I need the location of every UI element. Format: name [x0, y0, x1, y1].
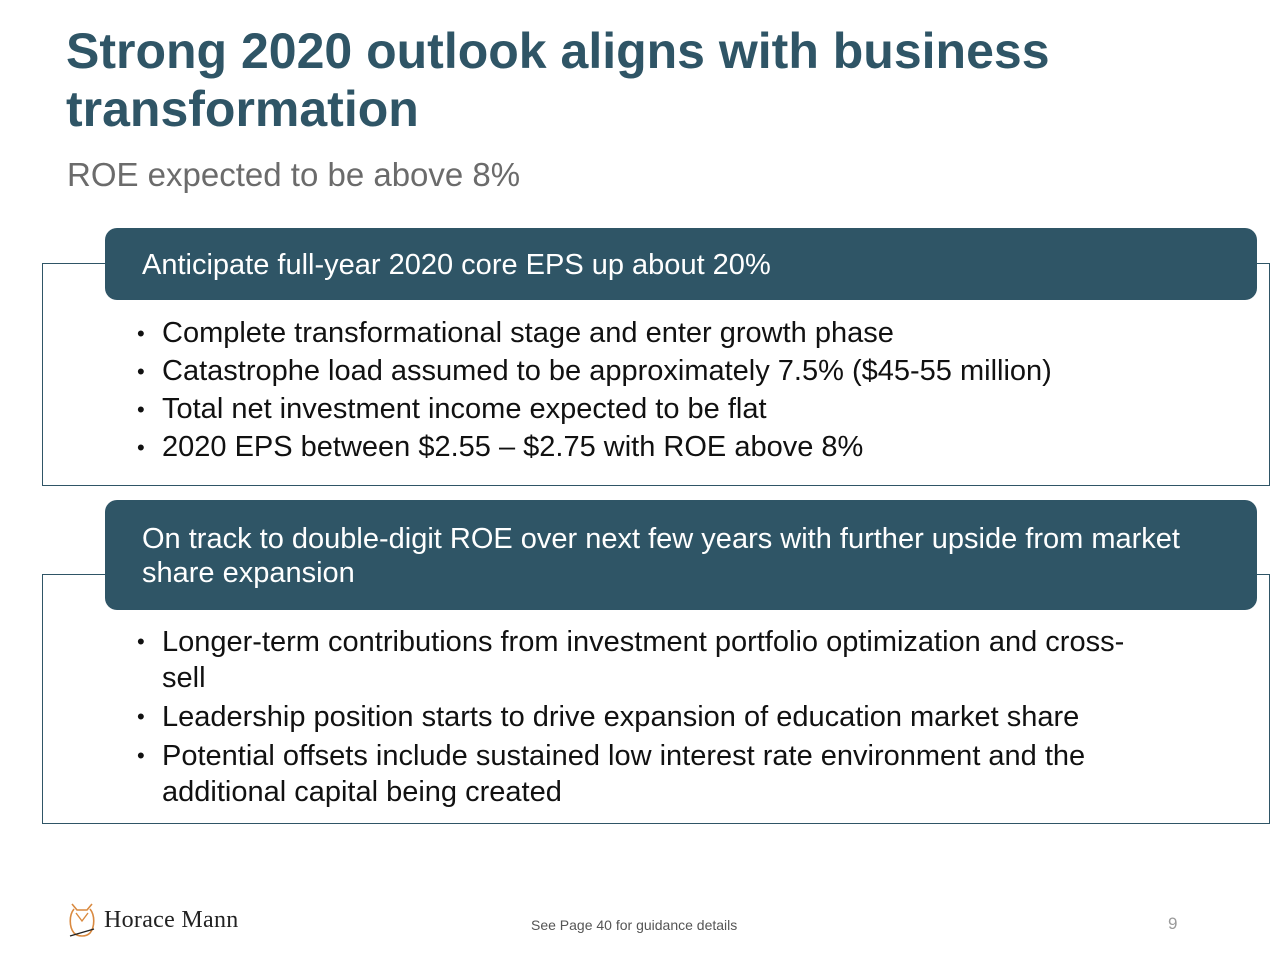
bullet-item: • Total net investment income expected to…	[137, 393, 767, 425]
logo-wordmark: Horace Mann	[104, 906, 239, 933]
section-1-bullet-list: • Complete transformational stage and ent…	[137, 316, 1217, 468]
owl-icon	[69, 903, 95, 937]
bullet-item: • Leadership position starts to drive exp…	[137, 701, 1080, 733]
section-2-heading: On track to double-digit ROE over next f…	[105, 500, 1257, 610]
bullet-icon: •	[137, 629, 145, 654]
bullet-item: • Complete transformational stage and ent…	[137, 317, 894, 349]
bullet-icon: •	[137, 359, 145, 384]
bullet-item: • 2020 EPS between $2.55 – $2.75 with ROE…	[137, 431, 864, 463]
slide-title: Strong 2020 outlook aligns with business…	[66, 23, 1050, 137]
bullet-item: • Catastrophe load assumed to be approxim…	[137, 355, 1052, 387]
slide-subtitle: ROE expected to be above 8%	[67, 156, 521, 193]
company-logo: Horace Mann	[68, 900, 239, 940]
section-1-heading: Anticipate full-year 2020 core EPS up ab…	[105, 228, 1257, 300]
page-number: 9	[1168, 914, 1178, 933]
bullet-icon: •	[137, 321, 145, 346]
bullet-icon: •	[137, 704, 145, 729]
bullet-icon: •	[137, 397, 145, 422]
bullet-item: • Longer-term contributions from investme…	[137, 626, 1125, 694]
section-2-bullet-list: • Longer-term contributions from investme…	[137, 624, 1147, 813]
bullet-icon: •	[137, 743, 145, 768]
bullet-item: • Potential offsets include sustained low…	[137, 740, 1086, 808]
guidance-footnote: See Page 40 for guidance details	[531, 917, 738, 933]
bullet-icon: •	[137, 435, 145, 460]
